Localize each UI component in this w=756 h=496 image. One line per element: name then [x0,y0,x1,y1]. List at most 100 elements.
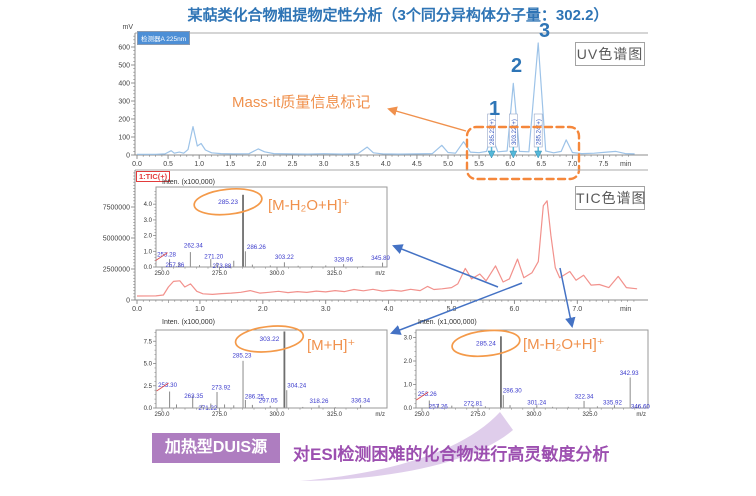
svg-text:285.23: 285.23 [218,199,238,206]
connector-arrows [390,244,576,335]
tic-chromatogram: 0.01.02.03.04.05.06.07.0min0250000050000… [103,169,648,313]
purple-swoosh [300,412,513,481]
svg-text:4.0: 4.0 [384,306,394,313]
svg-text:300.0: 300.0 [269,271,285,277]
svg-text:285.23(+): 285.23(+) [490,119,496,145]
svg-text:253.28: 253.28 [157,252,176,259]
tic-panel-label: TIC色谱图 [575,186,646,210]
svg-text:0.0: 0.0 [404,406,413,412]
svg-text:600: 600 [118,44,130,51]
svg-text:286.30: 286.30 [503,388,522,395]
svg-text:7.5: 7.5 [599,161,609,168]
inset-b-adduct-label: [M+H]⁺ [307,337,356,354]
svg-text:303.22: 303.22 [275,254,294,261]
svg-text:5000000: 5000000 [103,235,130,242]
svg-text:0: 0 [126,152,130,159]
svg-text:mV: mV [123,24,134,31]
ms-inset-peak2: 250.0 275.0 300.0 325.0 m/z 0.0 2.5 5.0 7.5 253.3… [144,325,388,418]
svg-text:6.5: 6.5 [536,161,546,168]
svg-text:325.0: 325.0 [327,271,343,277]
svg-text:7.5: 7.5 [144,339,153,345]
svg-text:286.25: 286.25 [245,393,264,400]
svg-text:262.34: 262.34 [184,243,203,250]
svg-text:297.05: 297.05 [259,397,278,404]
ms-inset-peak3: 250.0 275.0 300.0 325.0 m/z 0.0 1.0 2.0 3.0 253.2… [404,329,650,418]
duis-source-badge: 加热型DUIS源 [152,433,280,463]
svg-text:285.24: 285.24 [476,341,496,348]
svg-text:325.0: 325.0 [582,412,598,418]
svg-text:301.24: 301.24 [527,400,546,407]
svg-text:6.0: 6.0 [505,161,515,168]
uv-mass-it-markers: 285.23(+) 303.22(+) 285.24(+) [487,113,543,159]
svg-text:346.60: 346.60 [631,404,650,411]
svg-text:5.0: 5.0 [144,362,153,368]
svg-text:1.0: 1.0 [195,306,205,313]
inset-b-intensity-label: Inten. (x100,000) [162,319,215,326]
svg-text:0: 0 [126,297,130,304]
svg-text:2.5: 2.5 [144,384,153,390]
tic-trace-label: 1:TIC(+) [136,171,171,182]
svg-text:3.0: 3.0 [319,161,329,168]
inset-a-adduct-label: [M-H₂O+H]⁺ [268,197,350,214]
svg-text:0.0: 0.0 [132,306,142,313]
svg-text:1.0: 1.0 [144,249,153,255]
svg-text:336.34: 336.34 [351,397,370,404]
svg-text:2.0: 2.0 [144,234,153,240]
svg-text:m/z: m/z [375,412,385,418]
svg-text:4.0: 4.0 [381,161,391,168]
svg-text:286.26: 286.26 [247,244,266,251]
svg-text:300: 300 [118,98,130,105]
svg-text:m/z: m/z [375,271,385,277]
svg-text:2.5: 2.5 [288,161,298,168]
svg-text:1.0: 1.0 [194,161,204,168]
svg-text:4.5: 4.5 [412,161,422,168]
svg-text:253.26: 253.26 [418,391,437,398]
svg-text:272.81: 272.81 [464,401,483,408]
svg-text:342.93: 342.93 [620,370,639,377]
svg-text:min: min [620,161,631,168]
svg-text:2.0: 2.0 [257,161,267,168]
svg-text:285.24(+): 285.24(+) [537,119,543,145]
svg-text:328.96: 328.96 [334,257,353,264]
svg-text:0.0: 0.0 [144,265,153,271]
svg-text:200: 200 [118,116,130,123]
svg-text:3.0: 3.0 [321,306,331,313]
svg-text:min: min [620,306,631,313]
svg-text:303.22: 303.22 [259,336,279,343]
svg-text:500: 500 [118,62,130,69]
svg-text:5.0: 5.0 [443,161,453,168]
svg-text:300.0: 300.0 [526,412,542,418]
svg-text:1.5: 1.5 [225,161,235,168]
svg-text:275.0: 275.0 [212,271,228,277]
svg-text:318.26: 318.26 [310,398,329,405]
svg-text:7.0: 7.0 [568,161,578,168]
svg-text:3.5: 3.5 [350,161,360,168]
svg-text:285.23: 285.23 [233,352,252,359]
svg-text:322.34: 322.34 [575,393,594,400]
svg-text:275.0: 275.0 [212,412,228,418]
svg-text:2500000: 2500000 [103,266,130,273]
svg-text:250.0: 250.0 [154,271,170,277]
svg-text:m/z: m/z [636,412,646,418]
svg-text:304.24: 304.24 [287,383,306,390]
mass-it-annotation: Mass-it质量信息标记 [232,94,371,111]
svg-text:0.0: 0.0 [132,161,142,168]
svg-text:2.0: 2.0 [258,306,268,313]
peak-number-3: 3 [539,20,551,42]
inset-c-intensity-label: Inten. (x1,000,000) [418,319,477,326]
svg-text:7500000: 7500000 [103,204,130,211]
svg-text:335.92: 335.92 [603,400,622,407]
svg-text:250.0: 250.0 [414,412,430,418]
svg-text:300.0: 300.0 [269,412,285,418]
uv-chromatogram: 0.0 0.5 1.0 1.5 2.0 2.5 3.0 3.5 4.0 4.5 5.0 5.5 6.0 6… [118,24,648,168]
svg-text:5.5: 5.5 [474,161,484,168]
svg-text:263.35: 263.35 [184,393,203,400]
mass-it-highlight [387,106,581,181]
uv-detector-label: 检测器A 225nm [137,31,191,45]
peak-number-1: 1 [489,98,501,120]
svg-text:257.36: 257.36 [165,262,184,269]
uv-panel-label: UV色谱图 [575,42,645,66]
svg-text:257.26: 257.26 [429,403,448,410]
svg-text:6.0: 6.0 [510,306,520,313]
